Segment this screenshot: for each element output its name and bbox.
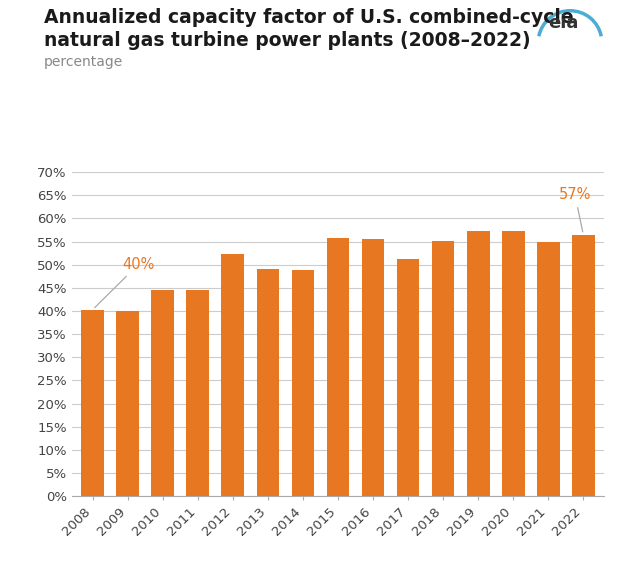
Bar xyxy=(151,290,174,496)
Bar xyxy=(537,241,559,496)
Text: eia: eia xyxy=(549,14,579,32)
Text: 40%: 40% xyxy=(95,257,155,307)
Bar xyxy=(397,259,419,496)
Text: natural gas turbine power plants (2008–2022): natural gas turbine power plants (2008–2… xyxy=(44,31,530,50)
Bar xyxy=(292,270,315,496)
Bar xyxy=(361,239,384,496)
Text: percentage: percentage xyxy=(44,55,123,69)
Bar xyxy=(221,254,244,496)
Bar xyxy=(572,235,595,496)
Bar xyxy=(502,231,525,496)
Text: Annualized capacity factor of U.S. combined-cycle: Annualized capacity factor of U.S. combi… xyxy=(44,8,573,28)
Bar xyxy=(326,238,350,496)
Bar xyxy=(432,241,455,496)
Bar xyxy=(186,290,209,496)
Text: 57%: 57% xyxy=(559,187,591,232)
Bar xyxy=(81,310,104,496)
Bar xyxy=(117,311,139,496)
Bar xyxy=(467,231,490,496)
Bar xyxy=(257,270,279,496)
